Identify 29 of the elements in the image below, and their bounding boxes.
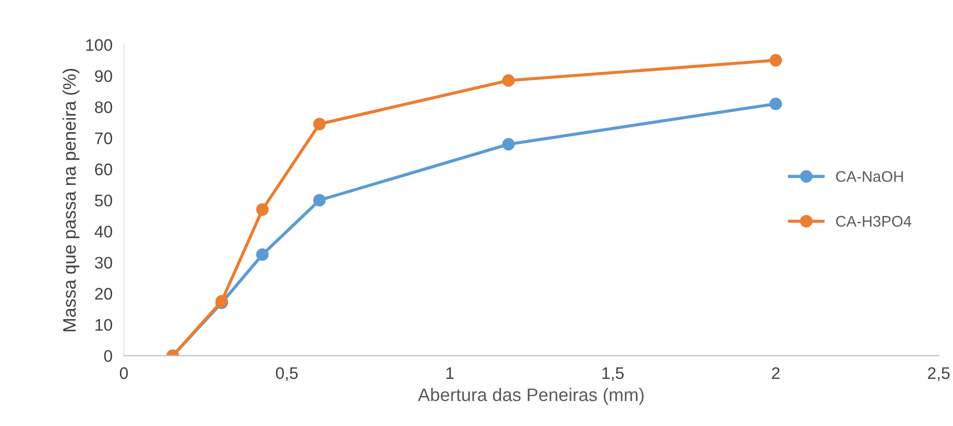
- x-tick-label: 0,5: [276, 367, 298, 382]
- x-tick-label: 1,5: [602, 367, 624, 382]
- y-tick-label: 10: [96, 319, 112, 331]
- x-axis-title: Abertura das Peneiras (mm): [418, 388, 644, 405]
- y-tick-label: 40: [94, 226, 112, 238]
- x-tick-label: 2: [772, 367, 780, 379]
- y-axis-title: Massa que passa na peneira (%): [62, 68, 80, 332]
- y-tick-label: 0: [104, 350, 112, 362]
- y-tick-label: 80: [94, 101, 112, 114]
- point: [313, 194, 326, 206]
- y-tick-label: 60: [95, 164, 112, 176]
- point: [256, 248, 269, 261]
- legend-label: CA-H3PO4: [836, 216, 912, 227]
- point: [313, 118, 326, 130]
- point: [769, 54, 782, 67]
- point: [502, 74, 515, 87]
- x-tick-label: 1: [446, 367, 454, 379]
- y-tick-label: 90: [95, 70, 112, 82]
- x-tick-label: 0: [120, 367, 128, 380]
- x-tick-label: 2,5: [928, 367, 950, 382]
- y-tick-label: 100: [86, 39, 112, 51]
- legend-label: CA-NaOH: [836, 171, 903, 182]
- point: [769, 98, 782, 110]
- y-tick-label: 30: [94, 256, 112, 269]
- y-tick-label: 20: [95, 288, 112, 300]
- y-tick-label: 50: [94, 194, 112, 206]
- point: [502, 138, 515, 150]
- y-tick-label: 70: [95, 132, 112, 144]
- point: [256, 203, 269, 216]
